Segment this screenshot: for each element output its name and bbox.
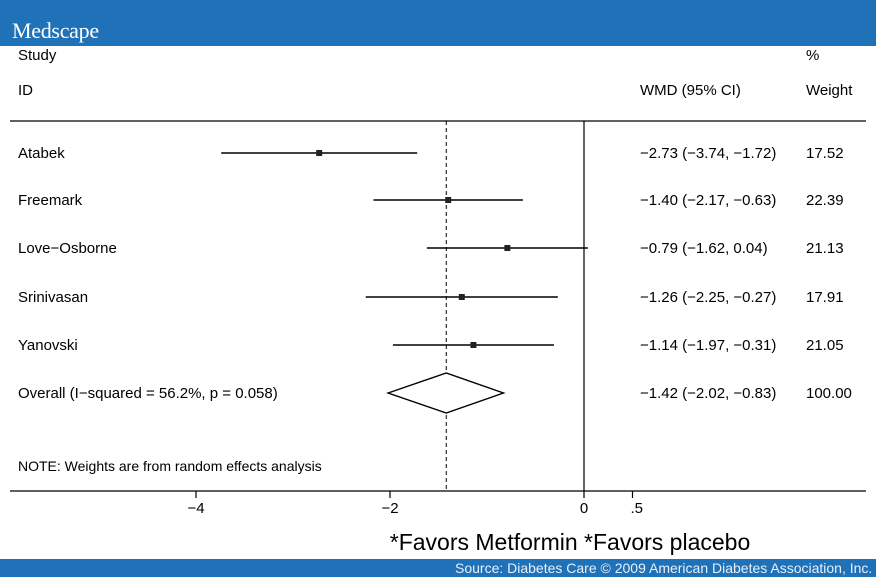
- ci-value: −1.40 (−2.17, −0.63): [640, 192, 776, 209]
- weight-value: 17.91: [806, 289, 844, 306]
- point-estimate: [470, 342, 477, 348]
- weight-value: 17.52: [806, 145, 844, 162]
- weight-value: 21.05: [806, 337, 844, 354]
- x-tick-label: 0: [580, 500, 588, 517]
- point-estimate: [458, 294, 465, 300]
- point-estimate: [504, 245, 511, 251]
- ci-value: −0.79 (−1.62, 0.04): [640, 240, 768, 257]
- overall-weight-value: 100.00: [806, 385, 852, 402]
- study-header-top: Study: [18, 47, 57, 64]
- weights-note: NOTE: Weights are from random effects an…: [18, 458, 322, 474]
- ci-value: −1.26 (−2.25, −0.27): [640, 289, 776, 306]
- overall-diamond: [385, 372, 506, 414]
- weight-header-bottom: Weight: [806, 82, 853, 99]
- x-tick-label: −2: [381, 500, 398, 517]
- point-estimate: [445, 197, 452, 203]
- footer-bar: Source: Diabetes Care © 2009 American Di…: [0, 559, 876, 577]
- overall-label: Overall (I−squared = 56.2%, p = 0.058): [18, 385, 278, 402]
- x-tick-label: .5: [631, 500, 644, 517]
- source-credit: Source: Diabetes Care © 2009 American Di…: [455, 560, 873, 576]
- forest-plot: Atabek −2.73 (−3.74, −1.72) 17.52 Freemark −…: [10, 120, 866, 517]
- study-header-bottom: ID: [18, 82, 33, 99]
- header-bar: Medscape: [0, 0, 876, 46]
- study-label: Love−Osborne: [18, 240, 117, 257]
- effect-header: WMD (95% CI): [640, 82, 741, 99]
- weight-header-top: %: [806, 47, 820, 64]
- weight-value: 22.39: [806, 192, 844, 209]
- x-axis-label: *Favors Metformin *Favors placebo: [389, 529, 751, 555]
- study-label: Atabek: [18, 145, 65, 162]
- study-label: Srinivasan: [18, 289, 88, 306]
- brand-logo: Medscape: [12, 18, 99, 43]
- ci-value: −2.73 (−3.74, −1.72): [640, 145, 776, 162]
- study-label: Yanovski: [18, 337, 78, 354]
- overall-ci-value: −1.42 (−2.02, −0.83): [640, 385, 776, 402]
- study-label: Freemark: [18, 192, 83, 209]
- x-tick-label: −4: [187, 500, 204, 517]
- ci-value: −1.14 (−1.97, −0.31): [640, 337, 776, 354]
- weight-value: 21.13: [806, 240, 844, 257]
- point-estimate: [316, 150, 323, 156]
